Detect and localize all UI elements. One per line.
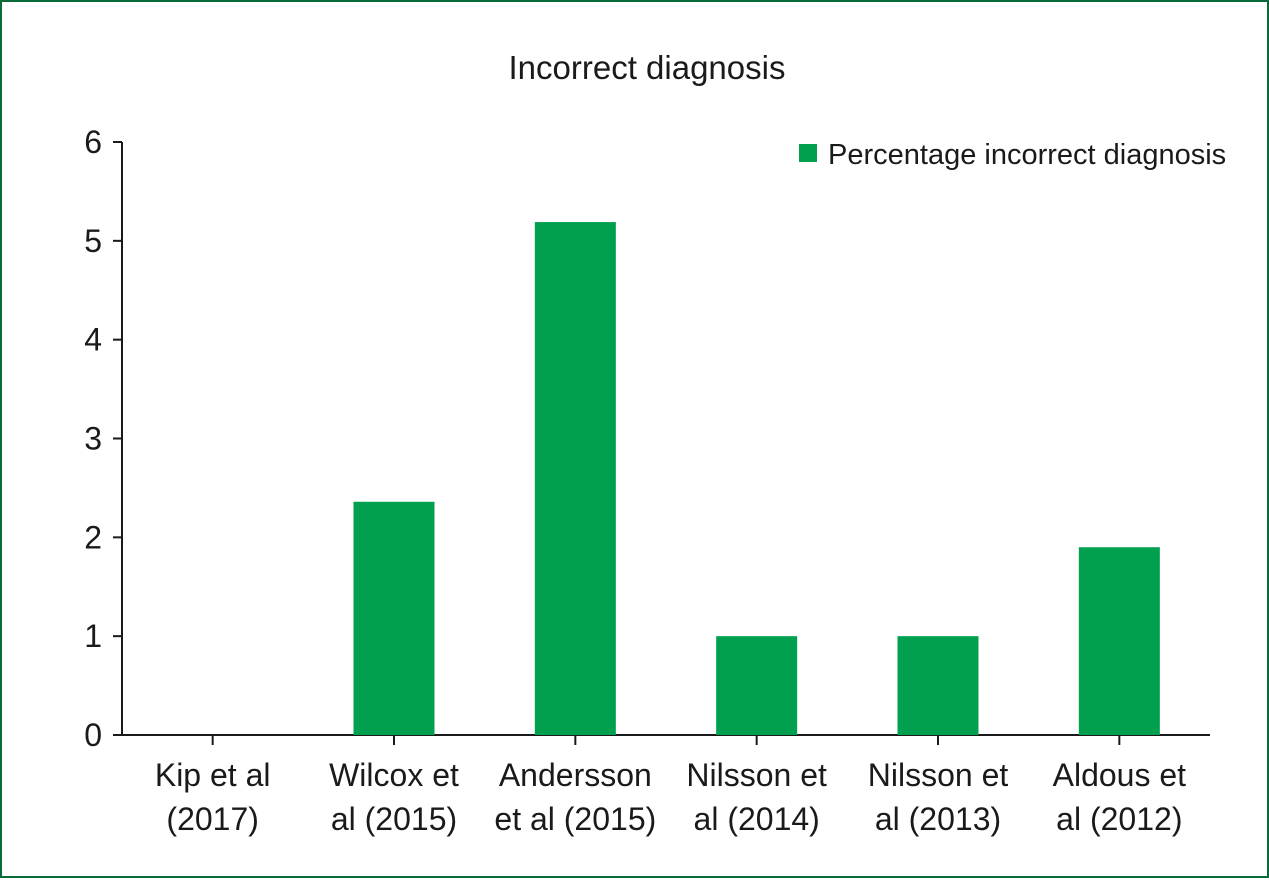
y-axis: 0 1 2 3 4 5 6 xyxy=(84,124,123,753)
x-tick-label: Nilsson et xyxy=(686,757,827,793)
bar xyxy=(1078,547,1160,735)
bar xyxy=(353,501,435,735)
x-tick-label: Wilcox et xyxy=(329,757,459,793)
y-tick-label: 5 xyxy=(84,223,102,259)
legend-swatch xyxy=(799,144,817,162)
x-tick-label: al (2012) xyxy=(1056,801,1182,837)
x-tick-label: Aldous et xyxy=(1053,757,1187,793)
legend: Percentage incorrect diagnosis xyxy=(799,139,1226,171)
legend-label: Percentage incorrect diagnosis xyxy=(828,139,1226,171)
x-axis: Kip et al (2017) Wilcox et al (2015) Anderss… xyxy=(122,734,1210,837)
x-tick-label: al (2014) xyxy=(694,801,820,837)
bar xyxy=(897,636,979,735)
y-tick-label: 6 xyxy=(84,124,102,160)
chart-title: Incorrect diagnosis xyxy=(509,49,786,86)
y-tick-label: 2 xyxy=(84,519,102,555)
x-tick-label: al (2015) xyxy=(331,801,457,837)
bar xyxy=(534,222,616,735)
bar xyxy=(716,636,798,735)
y-tick-label: 3 xyxy=(84,421,102,457)
x-tick-label: (2017) xyxy=(166,801,259,837)
y-tick-label: 1 xyxy=(84,618,102,654)
x-tick-label: Kip et al xyxy=(155,757,271,793)
x-tick-label: al (2013) xyxy=(875,801,1001,837)
x-tick-label: Andersson xyxy=(499,757,652,793)
y-tick-label: 0 xyxy=(84,717,102,753)
x-tick-label: et al (2015) xyxy=(494,801,656,837)
x-tick-label: Nilsson et xyxy=(868,757,1009,793)
y-tick-label: 4 xyxy=(84,322,102,358)
bar-series xyxy=(353,222,1160,735)
